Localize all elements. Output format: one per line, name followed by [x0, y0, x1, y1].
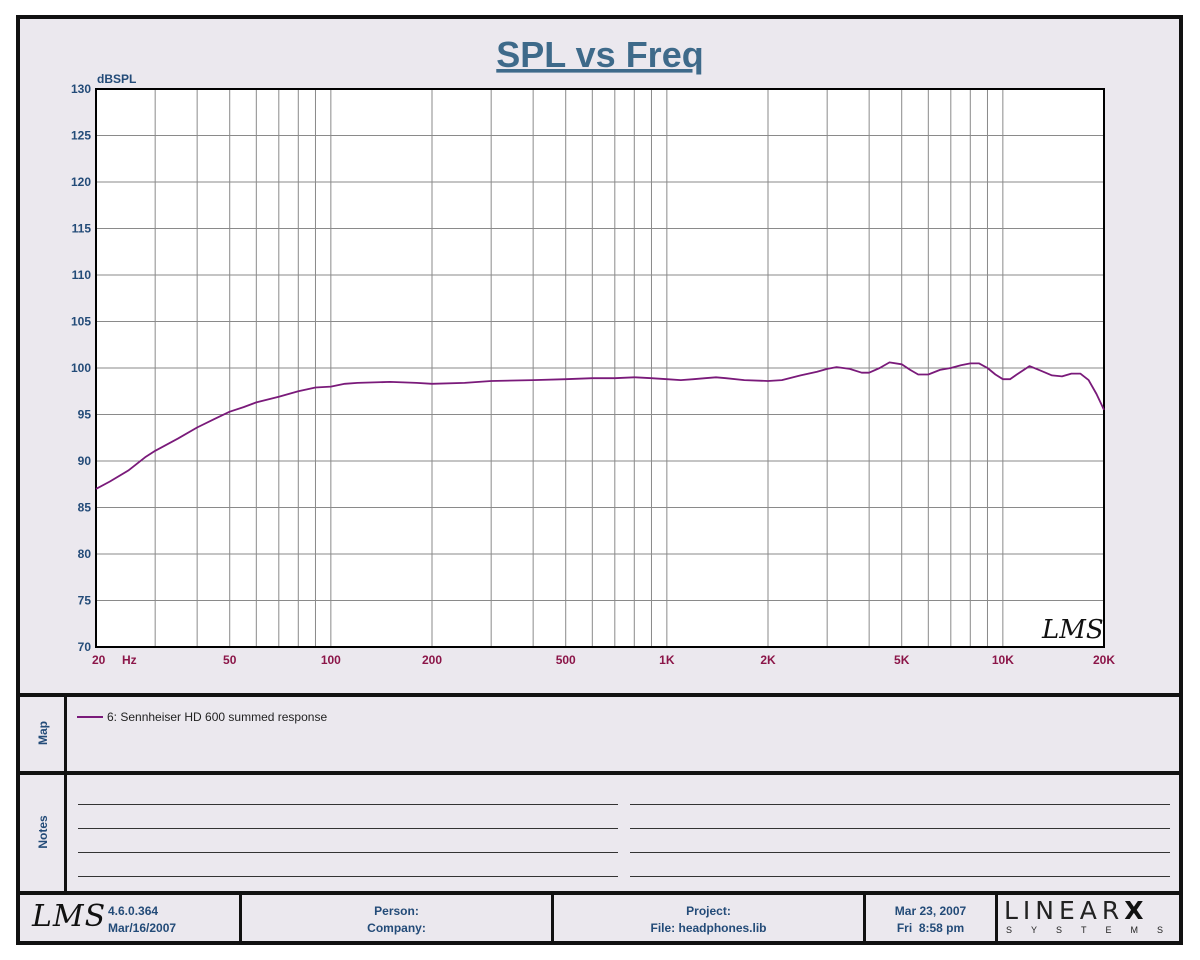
x-tick-label: 500: [556, 653, 576, 667]
x-tick-label: 20: [92, 653, 106, 667]
x-tick-label: 20K: [1093, 653, 1115, 667]
note-line: [78, 876, 618, 877]
note-line: [630, 828, 1170, 829]
person-field: Person:: [374, 904, 419, 918]
x-tick-label: 200: [422, 653, 442, 667]
y-tick-label: 90: [78, 454, 92, 468]
linearx-wordmark: LINEARX: [1004, 896, 1149, 925]
x-tick-label: 10K: [992, 653, 1014, 667]
report-date: Mar 23, 2007: [894, 904, 967, 918]
note-line: [630, 876, 1170, 877]
y-tick-label: 110: [72, 268, 92, 282]
y-ticks: 130 125 120 115 110 105 100 95 90 85 80 75 70: [71, 82, 91, 654]
footer-divider-3: [863, 895, 866, 941]
y-tick-label: 130: [71, 82, 91, 96]
grid: [96, 89, 1104, 647]
note-line: [78, 828, 618, 829]
y-tick-label: 85: [78, 501, 92, 515]
build-date-text: Mar/16/2007: [108, 921, 177, 935]
y-tick-label: 115: [72, 222, 92, 236]
y-tick-label: 95: [78, 408, 92, 422]
series-line: [95, 361, 1105, 490]
y-tick-label: 100: [71, 361, 91, 375]
note-line: [78, 852, 618, 853]
x-tick-label: 50: [223, 653, 237, 667]
label-column-divider: [64, 697, 67, 891]
file-field: File: headphones.lib: [650, 921, 767, 935]
footer-divider-1: [239, 895, 242, 941]
y-tick-label: 80: [78, 547, 92, 561]
x-tick-label: 5K: [894, 653, 910, 667]
lms-watermark: LMS: [1041, 615, 1104, 645]
version-text: 4.6.0.364: [108, 904, 159, 918]
y-tick-label: 70: [78, 640, 92, 654]
divider-map-notes: [20, 771, 1179, 775]
series-group: [95, 361, 1105, 490]
footer-divider-2: [551, 895, 554, 941]
y-tick-label: 125: [71, 129, 91, 143]
footer-divider-4: [995, 895, 998, 941]
y-tick-label: 120: [71, 175, 91, 189]
brand-x-mark: X: [1124, 896, 1149, 925]
y-axis-label: dBSPL: [97, 72, 136, 86]
x-tick-label: 100: [321, 653, 341, 667]
company-field: Company:: [367, 921, 426, 935]
chart-title: SPL vs Freq: [496, 34, 703, 75]
note-line: [630, 852, 1170, 853]
project-field: Project:: [686, 904, 731, 918]
x-ticks: 20 50 100 200 500 1K 2K 5K 10K 20K: [92, 653, 1115, 667]
legend-entry: 6: Sennheiser HD 600 summed response: [107, 710, 327, 724]
systems-text: SYSTEMS: [1006, 925, 1183, 935]
x-unit-label: Hz: [122, 653, 137, 667]
divider-chart-map: [20, 693, 1179, 697]
divider-notes-footer: [20, 891, 1179, 895]
y-tick-label: 105: [71, 315, 91, 329]
note-line: [630, 804, 1170, 805]
note-line: [78, 804, 618, 805]
y-tick-label: 75: [78, 594, 92, 608]
x-tick-label: 2K: [760, 653, 776, 667]
plot-border: [95, 88, 1105, 648]
brand-linear-text: LINEAR: [1004, 896, 1125, 925]
lms-logo: LMS: [32, 899, 107, 934]
report-time: Fri 8:58 pm: [896, 921, 965, 935]
x-tick-label: 1K: [659, 653, 675, 667]
